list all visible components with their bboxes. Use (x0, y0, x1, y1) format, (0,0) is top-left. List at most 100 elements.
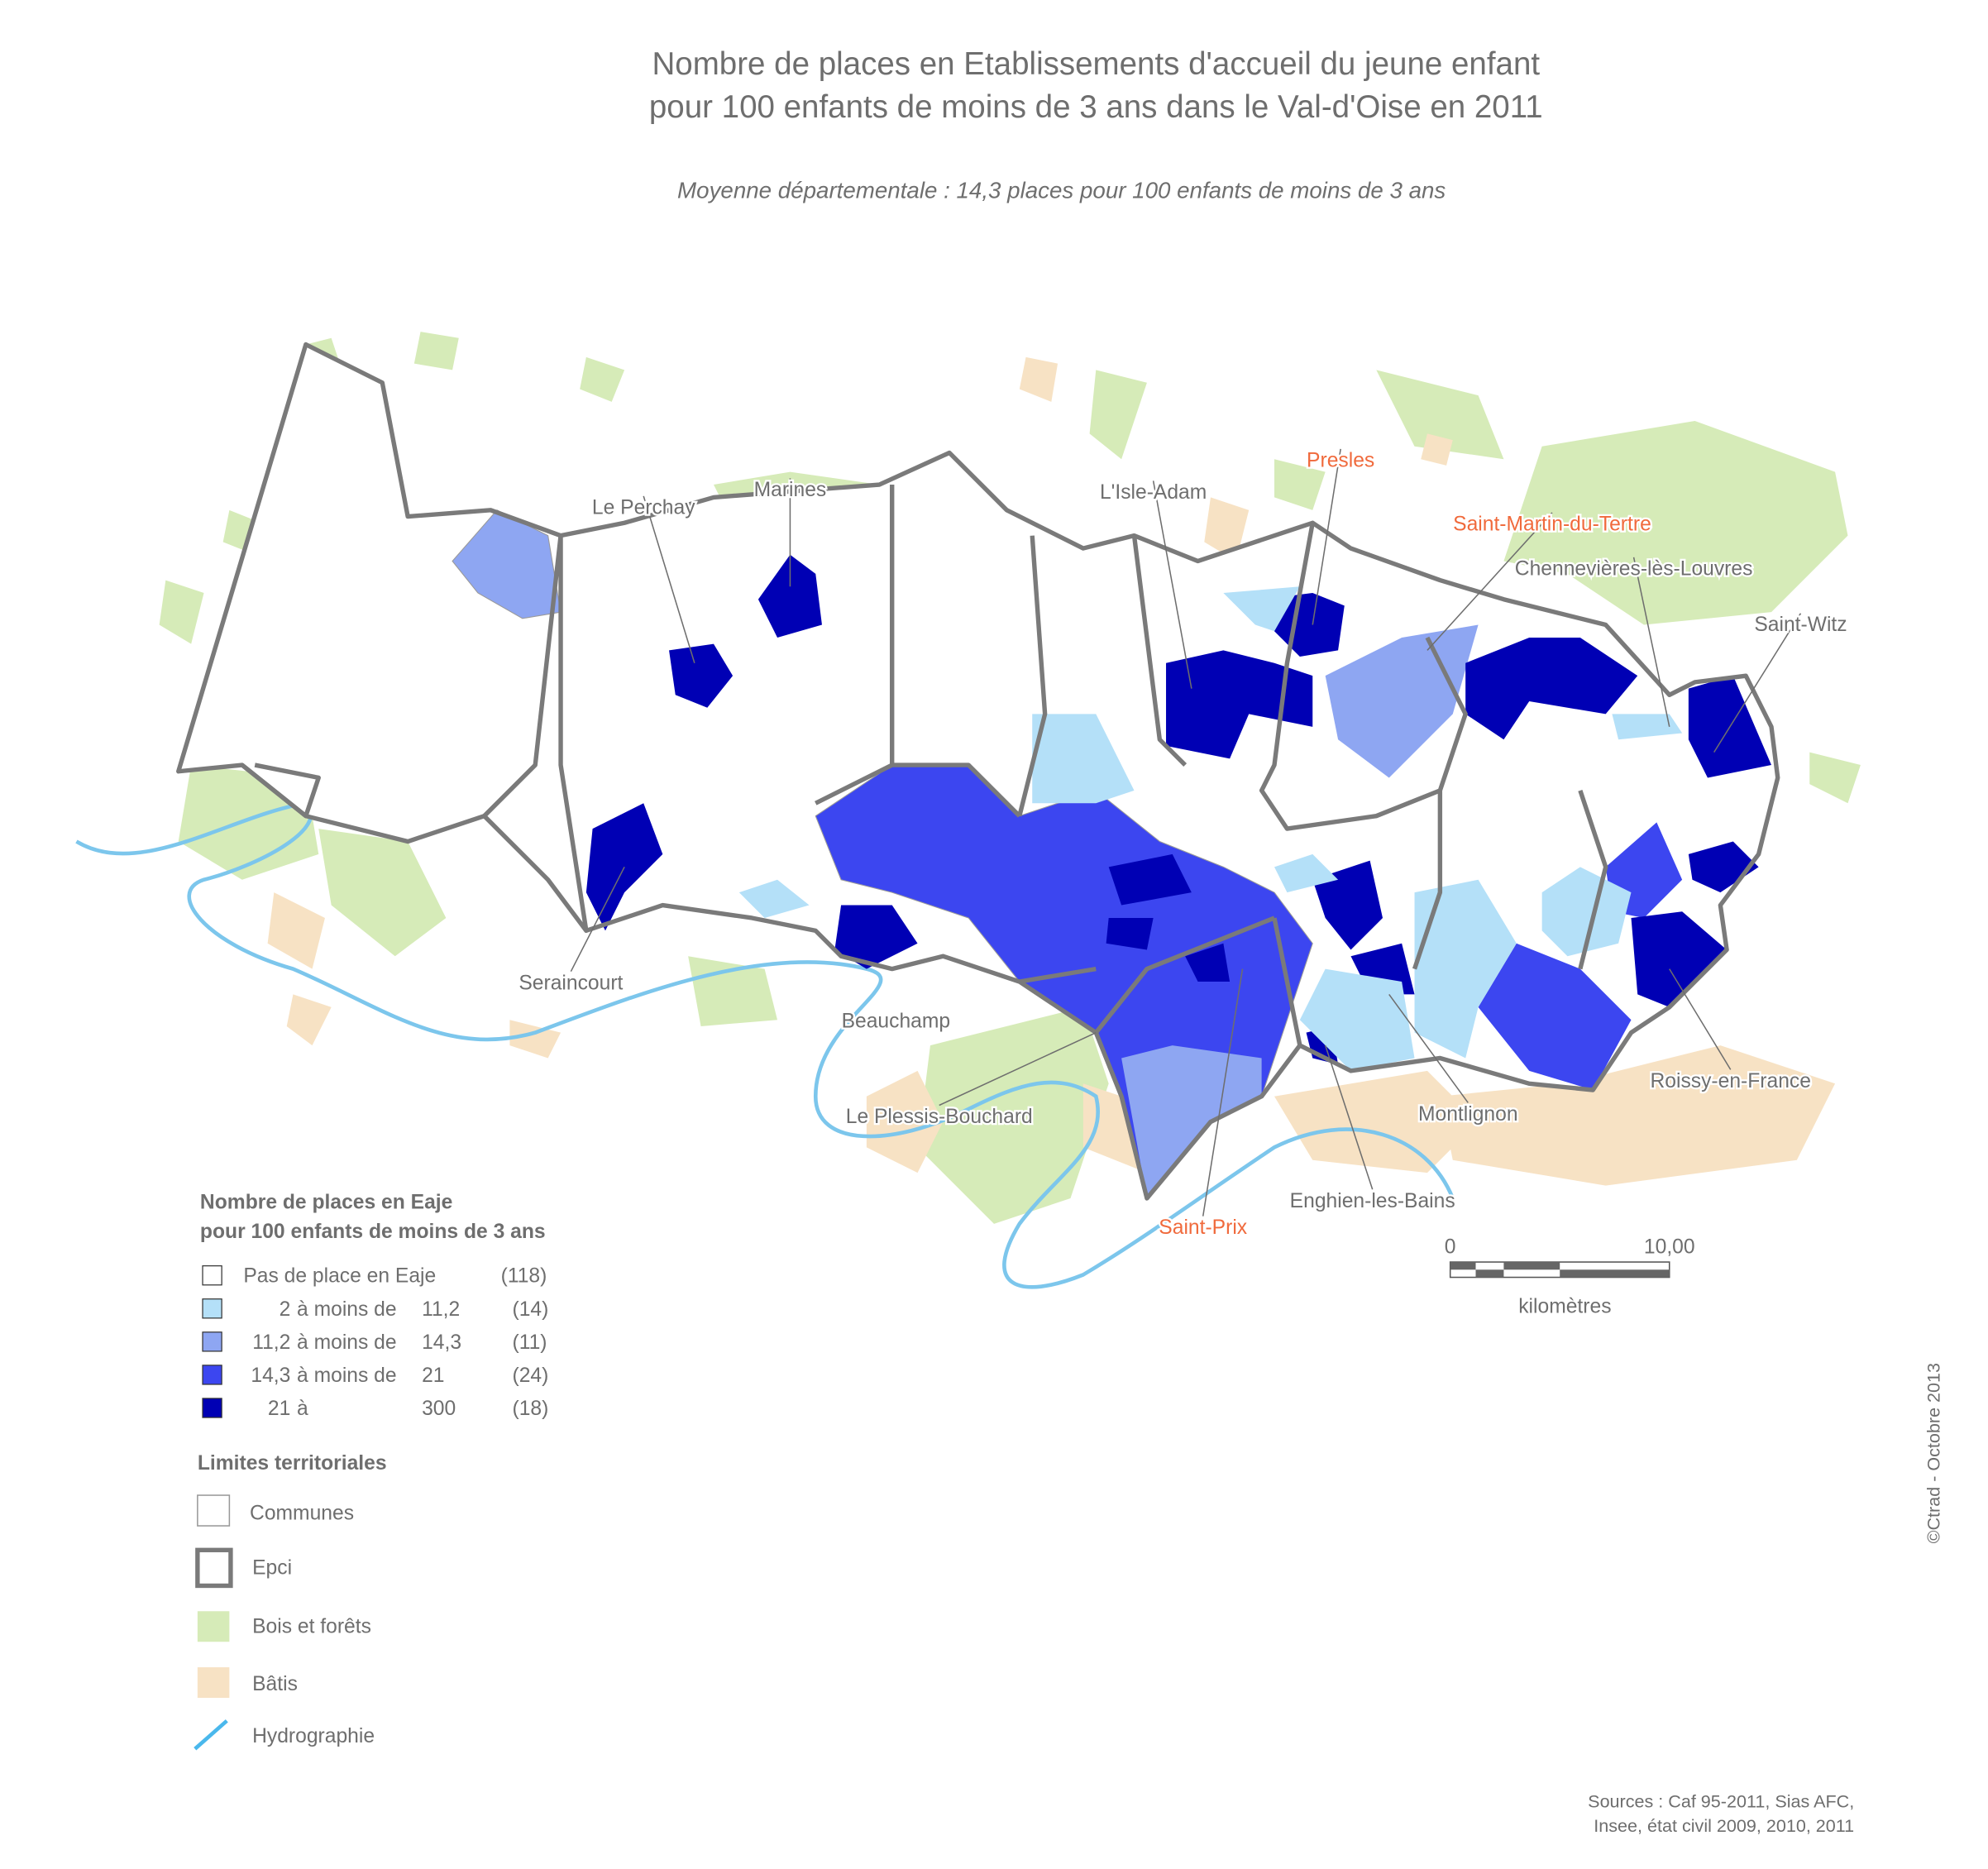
commune (1465, 637, 1638, 740)
legend-label: (14) (512, 1298, 548, 1321)
scale-segment (1475, 1269, 1504, 1278)
legend-swatch (194, 1719, 228, 1751)
legend-swatch (202, 1398, 222, 1418)
legend-label: 2 (280, 1298, 291, 1321)
leader-line (1388, 993, 1469, 1103)
place-label: Le Plessis-Bouchard (846, 1106, 1033, 1128)
scale-unit: kilomètres (1518, 1296, 1611, 1318)
limits-item: Epci (252, 1557, 292, 1580)
scale-segment (1450, 1262, 1476, 1270)
place-label: Marines (754, 479, 827, 501)
commune (1121, 1045, 1262, 1198)
limits-legend: Limites territoriales Communes Epci Bois… (194, 1452, 387, 1751)
leader-line (643, 495, 695, 663)
commune (1166, 650, 1313, 759)
legend-label: à moins de (297, 1298, 397, 1321)
legend-title: Nombre de places en Eaje (200, 1191, 452, 1213)
scale-segment (1560, 1269, 1670, 1278)
commune (1306, 860, 1415, 1065)
legend-swatch (195, 1547, 233, 1589)
place-label: Montlignon (1418, 1103, 1518, 1126)
leader-line (939, 1031, 1097, 1107)
scale-bar: 0 10,00 kilomètres (1445, 1236, 1695, 1317)
legend-label: 11,2 (422, 1298, 460, 1321)
legend-swatch (197, 1667, 230, 1699)
commune (669, 643, 734, 708)
legend-swatch (202, 1265, 222, 1286)
leader-line (1324, 1044, 1374, 1190)
background-layers (75, 332, 1861, 1289)
title-line: pour 100 enfants de moins de 3 ans dans … (649, 89, 1543, 125)
legend-swatch (197, 1494, 231, 1527)
leader-line (1312, 448, 1341, 625)
scale-tick: 0 (1445, 1236, 1456, 1258)
legend-label: (11) (512, 1331, 547, 1354)
legend-label: Pas de place en Eaje (243, 1265, 436, 1288)
commune (1631, 911, 1728, 1007)
rivers (75, 801, 1455, 1289)
leader-line (1426, 512, 1553, 651)
commune (834, 905, 918, 969)
limits-item: Bâtis (252, 1673, 298, 1695)
credit: ©Ctrad - Octobre 2013 (1923, 1363, 1943, 1543)
limits-item: Bois et forêts (252, 1615, 371, 1637)
legend-label: (18) (512, 1398, 548, 1420)
legend-label: 300 (422, 1398, 456, 1420)
place-label: Le Perchay (592, 496, 695, 519)
legend-swatch (202, 1331, 222, 1352)
commune (1478, 943, 1632, 1091)
leader-line (1202, 968, 1244, 1217)
leader-line (1713, 613, 1802, 753)
legend-label: à (297, 1398, 308, 1420)
scale-tick: 10,00 (1644, 1236, 1695, 1258)
legend-label: à moins de (297, 1331, 397, 1354)
legend-title: pour 100 enfants de moins de 3 ans (200, 1221, 546, 1243)
place-label: Saint-Witz (1754, 614, 1847, 636)
commune (1414, 879, 1517, 1059)
commune (757, 554, 822, 638)
place-label: L'Isle-Adam (1100, 481, 1207, 504)
limits-item: Communes (250, 1502, 354, 1524)
leader-line (1152, 480, 1192, 689)
place-label: Enghien-les-Bains (1290, 1190, 1455, 1212)
legend: Nombre de places en Eaje pour 100 enfant… (200, 1191, 548, 1420)
sources: Sources : Caf 95-2011, Sias AFC, (1588, 1791, 1854, 1812)
legend-label: 14,3 (251, 1365, 290, 1387)
legend-label: 21 (268, 1398, 290, 1420)
commune (1299, 968, 1415, 1071)
legend-label: (118) (501, 1265, 547, 1288)
scale-segment (1503, 1262, 1560, 1270)
place-labels: Le Perchay Marines L'Isle-Adam Presles Saint… (517, 447, 1849, 1240)
commune (1032, 714, 1135, 804)
built-areas (267, 356, 1836, 1186)
limits-item: Hydrographie (252, 1725, 375, 1747)
leader-line (570, 866, 625, 973)
place-label: Saint-Prix (1159, 1217, 1247, 1239)
place-label: Seraincourt (519, 972, 623, 994)
title-line: Nombre de places en Etablissements d'acc… (652, 46, 1540, 82)
limits-title: Limites territoriales (198, 1452, 387, 1475)
woods (159, 332, 1861, 1224)
place-label: Roissy-en-France (1650, 1070, 1810, 1092)
legend-label: 21 (422, 1365, 444, 1387)
commune (1106, 853, 1231, 982)
leader-line (1632, 557, 1670, 727)
place-label: Presles (1307, 449, 1374, 471)
place-label: Saint-Martin-du-Tertre (1453, 513, 1651, 535)
leader-line (1669, 968, 1732, 1070)
legend-swatch (197, 1611, 230, 1642)
legend-label: 14,3 (422, 1331, 461, 1354)
sources: Insee, état civil 2009, 2010, 2011 (1594, 1815, 1854, 1836)
legend-label: (24) (512, 1365, 548, 1387)
communes (177, 343, 1779, 1200)
epci-boundaries (176, 342, 1780, 1201)
subtitle: Moyenne départementale : 14,3 places pou… (677, 177, 1446, 203)
commune (1688, 676, 1772, 893)
legend-label: à moins de (297, 1365, 397, 1387)
title: Nombre de places en Etablissements d'acc… (649, 46, 1543, 203)
place-label: Chennevières-lès-Louvres (1515, 557, 1753, 580)
legend-swatch (202, 1365, 222, 1385)
legend-swatch (202, 1298, 222, 1319)
